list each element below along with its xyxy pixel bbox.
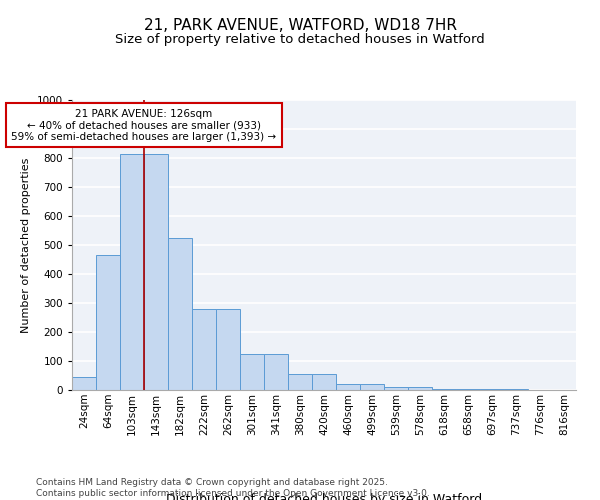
Text: Contains HM Land Registry data © Crown copyright and database right 2025.
Contai: Contains HM Land Registry data © Crown c… <box>36 478 430 498</box>
Bar <box>120 154 144 390</box>
Bar <box>288 374 312 390</box>
Bar <box>480 389 504 390</box>
Text: Size of property relative to detached houses in Watford: Size of property relative to detached ho… <box>115 32 485 46</box>
Y-axis label: Number of detached properties: Number of detached properties <box>21 158 31 332</box>
Bar <box>240 354 264 390</box>
Bar <box>336 384 360 390</box>
Text: 21 PARK AVENUE: 126sqm
← 40% of detached houses are smaller (933)
59% of semi-de: 21 PARK AVENUE: 126sqm ← 40% of detached… <box>11 108 277 142</box>
Bar <box>96 255 120 390</box>
Bar <box>264 354 288 390</box>
Bar <box>456 389 480 390</box>
Bar <box>504 389 528 390</box>
Bar <box>216 310 240 390</box>
Bar <box>384 387 408 390</box>
X-axis label: Distribution of detached houses by size in Watford: Distribution of detached houses by size … <box>166 493 482 500</box>
Text: 21, PARK AVENUE, WATFORD, WD18 7HR: 21, PARK AVENUE, WATFORD, WD18 7HR <box>143 18 457 32</box>
Bar <box>168 238 192 390</box>
Bar <box>312 374 336 390</box>
Bar <box>360 384 384 390</box>
Bar <box>144 154 168 390</box>
Bar <box>432 389 456 390</box>
Bar <box>72 376 96 390</box>
Bar <box>192 310 216 390</box>
Bar <box>408 387 432 390</box>
